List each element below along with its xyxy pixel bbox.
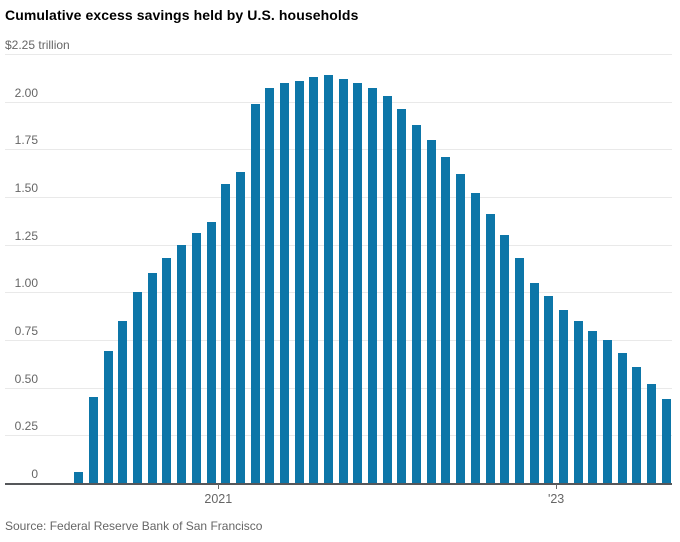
y-axis-label: 0 xyxy=(31,467,38,481)
gridline xyxy=(5,435,672,437)
gridline xyxy=(5,244,672,246)
bar xyxy=(323,75,333,483)
y-axis-label: 1.75 xyxy=(14,133,38,148)
bar xyxy=(397,109,407,483)
bar xyxy=(133,292,142,483)
bar xyxy=(191,233,201,483)
y-axis-label: 0.25 xyxy=(14,419,38,434)
bar xyxy=(500,235,510,483)
bar xyxy=(206,221,216,483)
bar xyxy=(558,309,568,483)
bar xyxy=(426,139,436,483)
bar xyxy=(470,193,480,483)
bar xyxy=(412,124,422,483)
bar xyxy=(89,397,98,483)
gridline xyxy=(5,197,672,198)
source-note: Source: Federal Reserve Bank of San Fran… xyxy=(5,519,263,533)
x-axis-tick xyxy=(218,484,220,489)
bar xyxy=(353,82,363,483)
bar xyxy=(279,82,289,483)
bar xyxy=(573,320,583,483)
bar xyxy=(74,471,84,483)
bar xyxy=(529,282,539,483)
x-axis-label: '23 xyxy=(547,492,565,506)
bar xyxy=(514,258,524,483)
bar xyxy=(456,174,466,483)
y-axis-label: 1.00 xyxy=(14,276,38,291)
bar xyxy=(338,78,348,483)
gridline xyxy=(5,387,672,389)
gridline xyxy=(5,149,672,151)
gridline xyxy=(5,54,672,55)
gridline xyxy=(5,292,672,294)
bar xyxy=(265,88,275,483)
bar xyxy=(250,103,260,483)
bar xyxy=(632,366,642,483)
bar xyxy=(177,244,187,483)
bar xyxy=(617,353,627,483)
y-axis-label: 1.25 xyxy=(14,228,38,243)
bar xyxy=(588,330,598,483)
x-axis-label: 2021 xyxy=(204,492,233,506)
y-axis-label: 0.75 xyxy=(14,324,38,338)
bar xyxy=(147,273,157,483)
y-axis-label: 0.50 xyxy=(14,371,38,386)
y-axis-label: 1.50 xyxy=(14,181,38,195)
y-axis-label: 2.00 xyxy=(14,85,38,100)
bar xyxy=(309,76,319,483)
bar xyxy=(603,340,612,483)
gridline xyxy=(5,340,672,341)
gridline xyxy=(5,101,672,103)
bar xyxy=(294,80,304,483)
bar xyxy=(162,258,172,483)
bar xyxy=(544,296,554,483)
chart-title: Cumulative excess savings held by U.S. h… xyxy=(5,7,359,23)
bar xyxy=(368,88,377,483)
bar xyxy=(103,351,113,483)
y-axis-label: $2.25 trillion xyxy=(5,38,70,52)
bar xyxy=(647,383,656,483)
bar xyxy=(118,320,128,483)
bar xyxy=(235,172,245,483)
x-baseline xyxy=(5,482,672,485)
bar xyxy=(382,95,392,483)
x-axis-tick xyxy=(556,484,558,489)
bar xyxy=(661,399,671,483)
bar xyxy=(221,183,231,483)
bar xyxy=(485,214,495,483)
bar xyxy=(441,157,451,483)
